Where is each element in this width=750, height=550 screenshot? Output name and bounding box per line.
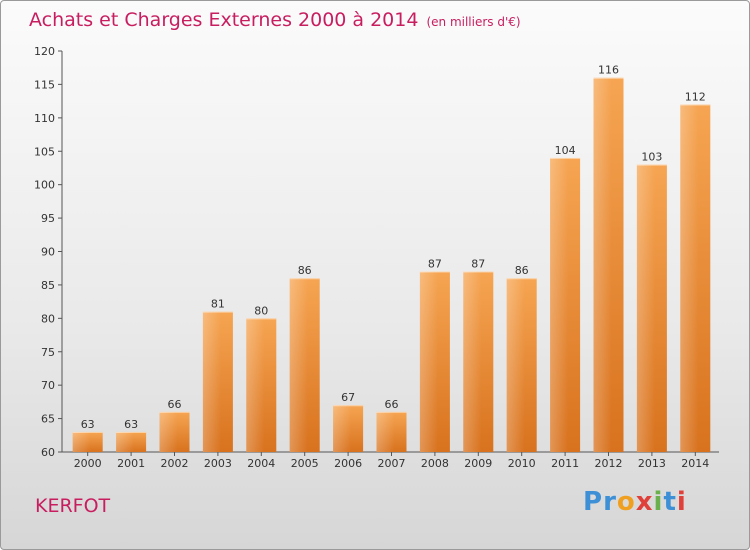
bar-highlight bbox=[333, 405, 364, 452]
bar-highlight bbox=[680, 104, 711, 452]
y-tick-label: 105 bbox=[34, 145, 55, 158]
y-tick-label: 120 bbox=[34, 45, 55, 58]
data-label: 87 bbox=[428, 258, 442, 271]
place-name: KERFOT bbox=[35, 495, 111, 517]
x-tick-label: 2005 bbox=[291, 457, 319, 470]
data-label: 66 bbox=[385, 398, 399, 411]
y-tick-label: 70 bbox=[41, 379, 55, 392]
data-label: 116 bbox=[598, 64, 619, 77]
y-tick-label: 80 bbox=[41, 312, 55, 325]
x-tick-label: 2003 bbox=[204, 457, 232, 470]
logo-letter: x bbox=[635, 487, 654, 517]
chart-title: Achats et Charges Externes 2000 à 2014 (e… bbox=[29, 9, 521, 31]
x-tick-label: 2004 bbox=[247, 457, 275, 470]
y-tick-label: 100 bbox=[34, 179, 55, 192]
x-tick-label: 2000 bbox=[74, 457, 102, 470]
bar-highlight bbox=[593, 77, 624, 452]
data-label: 86 bbox=[298, 264, 312, 277]
x-tick-label: 2010 bbox=[508, 457, 536, 470]
x-tick-label: 2006 bbox=[334, 457, 362, 470]
data-label: 112 bbox=[685, 90, 706, 103]
y-tick-label: 90 bbox=[41, 246, 55, 259]
x-tick-label: 2013 bbox=[638, 457, 666, 470]
x-tick-label: 2014 bbox=[681, 457, 709, 470]
bar-highlight bbox=[116, 431, 147, 452]
bars: 63 63 66 81 80 86 67 66 87 87 86 104 116 103 112 bbox=[72, 64, 711, 452]
data-label: 104 bbox=[555, 144, 576, 157]
y-tick-label: 95 bbox=[41, 212, 55, 225]
y-tick-label: 60 bbox=[41, 446, 55, 459]
x-tick-label: 2012 bbox=[595, 457, 623, 470]
bar-highlight bbox=[463, 271, 494, 452]
y-tick-label: 75 bbox=[41, 346, 55, 359]
x-tick-label: 2001 bbox=[117, 457, 145, 470]
y-tick-label: 85 bbox=[41, 279, 55, 292]
logo-letter: r bbox=[603, 487, 617, 517]
data-label: 87 bbox=[471, 258, 485, 271]
bar-highlight bbox=[636, 164, 667, 452]
logo-letter: o bbox=[616, 487, 636, 517]
x-tick-label: 2008 bbox=[421, 457, 449, 470]
data-label: 80 bbox=[254, 304, 268, 317]
data-label: 66 bbox=[168, 398, 182, 411]
data-label: 86 bbox=[515, 264, 529, 277]
y-tick-label: 115 bbox=[34, 78, 55, 91]
proxiti-logo: Proxiti bbox=[583, 487, 687, 517]
logo-letter: i bbox=[653, 487, 664, 517]
data-label: 63 bbox=[81, 418, 95, 431]
x-tick-label: 2011 bbox=[551, 457, 579, 470]
bar-highlight bbox=[289, 278, 320, 452]
bar-highlight bbox=[376, 411, 407, 452]
data-label: 81 bbox=[211, 298, 225, 311]
data-label: 63 bbox=[124, 418, 138, 431]
bar-highlight bbox=[506, 278, 537, 452]
bar-highlight bbox=[202, 311, 233, 452]
y-tick-label: 65 bbox=[41, 413, 55, 426]
x-tick-label: 2009 bbox=[464, 457, 492, 470]
bar-highlight bbox=[550, 157, 581, 452]
chart-subtitle: (en milliers d'€) bbox=[426, 15, 521, 29]
x-tick-label: 2002 bbox=[161, 457, 189, 470]
bar-highlight bbox=[419, 271, 450, 452]
bar-highlight bbox=[159, 411, 190, 452]
data-label: 67 bbox=[341, 391, 355, 404]
bar-highlight bbox=[246, 318, 277, 452]
logo-letter: t bbox=[663, 487, 677, 517]
logo-letter: P bbox=[583, 487, 604, 517]
data-label: 103 bbox=[641, 151, 662, 164]
logo-letter: i bbox=[676, 487, 687, 517]
y-tick-label: 110 bbox=[34, 112, 55, 125]
bar-highlight bbox=[72, 431, 103, 452]
x-tick-label: 2007 bbox=[378, 457, 406, 470]
chart-title-text: Achats et Charges Externes 2000 à 2014 bbox=[29, 9, 419, 31]
